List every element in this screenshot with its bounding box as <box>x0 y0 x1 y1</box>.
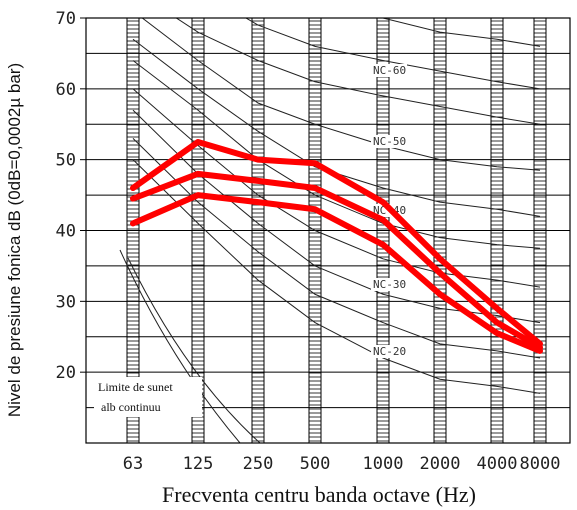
nc-label-bg <box>371 64 407 77</box>
series-line <box>130 138 543 347</box>
band-column <box>251 18 265 443</box>
nc-label-bg <box>371 135 407 148</box>
nc-label: NC-50 <box>373 135 406 148</box>
x-tick-label: 4000 <box>477 454 518 474</box>
x-tick-label: 125 <box>183 454 214 474</box>
axes: 20 30 40 50 60 70 63 125 250 500 1000 2000 4000 8000 <box>56 9 571 474</box>
series-line <box>130 170 543 351</box>
nc-curve <box>132 38 541 217</box>
limit-curve <box>119 249 241 443</box>
grid <box>86 52 570 409</box>
nc-label-bg <box>371 278 407 291</box>
nc-curve <box>132 88 541 288</box>
y-tick-label: 30 <box>56 292 76 312</box>
nc-curve <box>132 18 541 125</box>
annotation-box <box>94 377 202 417</box>
nc-label-bg <box>371 345 407 358</box>
nc-curve <box>132 18 541 47</box>
x-tick-label: 63 <box>123 454 143 474</box>
x-axis-label: Frecventa centru banda octave (Hz) <box>162 482 476 507</box>
y-tick-label: 70 <box>56 9 76 29</box>
y-tick-label: 60 <box>56 80 76 100</box>
y-tick-label: 40 <box>56 222 76 242</box>
white-noise-annotation: Limite de sunet alb continuu <box>94 377 202 417</box>
nc-curve <box>132 18 541 90</box>
annotation-line-2: alb continuu <box>101 400 161 414</box>
data-series <box>130 138 543 354</box>
octave-band-columns <box>126 18 547 443</box>
y-tick-label: 50 <box>56 151 76 171</box>
nc-curve <box>132 159 541 394</box>
nc-label: NC-60 <box>373 64 406 77</box>
annotation-line-1: Limite de sunet <box>98 380 173 394</box>
x-tick-label: 250 <box>243 454 274 474</box>
nc-label: NC-20 <box>373 345 406 358</box>
limit-curve <box>127 257 261 443</box>
nc-curve <box>132 60 541 249</box>
y-axis-label: Nivel de presiune fonica dB (0dB=0,0002µ… <box>5 63 24 417</box>
x-tick-label: 8000 <box>520 454 561 474</box>
nc-curve <box>132 18 541 171</box>
nc-curve <box>132 138 541 359</box>
nc-label: NC-30 <box>373 278 406 291</box>
x-tick-label: 1000 <box>363 454 404 474</box>
y-tick-label: 20 <box>56 363 76 383</box>
series-line <box>130 192 543 354</box>
x-tick-label: 500 <box>300 454 331 474</box>
x-tick-label: 2000 <box>420 454 461 474</box>
